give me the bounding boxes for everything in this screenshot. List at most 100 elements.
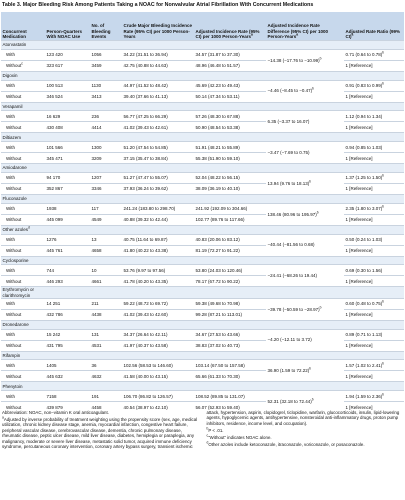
data-row: With 14 251 211 59.22 (48.72 to 69.72) 59.38…: [1, 297, 404, 321]
data-row: Without 445 632 4632 41.58 (40.00 to 43.15)…: [1, 370, 404, 382]
data-cell: 236: [90, 110, 122, 122]
rate-ratio: 0.69 (0.30 to 1.56): [344, 264, 404, 276]
empty-cell: [344, 193, 404, 204]
medication-name: Dronedarone: [1, 319, 45, 330]
data-cell: 99.28 (87.21 to 113.01): [194, 308, 266, 321]
data-cell: 50.90 (48.54 to 53.38): [194, 121, 266, 133]
medication-name-text: Rifampin: [2, 352, 21, 358]
data-cell: 4549: [90, 213, 122, 226]
empty-cell: [90, 70, 122, 81]
rate-difference: 52.31 (32.18 to 72.44)b: [266, 390, 344, 413]
empty-cell: [90, 350, 122, 360]
empty-cell: [122, 286, 194, 299]
data-cell: 55.38 (51.90 to 59.10): [194, 152, 266, 164]
rate-difference-text: 52.31 (32.18 to 72.44): [267, 399, 312, 405]
rate-ratio-text: 0.91 (0.83 to 0.99): [345, 82, 383, 88]
data-cell: 45.69 (42.23 to 49.43): [194, 79, 266, 92]
data-row: Without 432 786 4438 41.02 (39.43 to 42.60)…: [1, 308, 404, 321]
data-row: Without 352 867 3346 37.93 (36.24 to 39.62)…: [1, 182, 404, 195]
empty-cell: [266, 163, 344, 173]
data-row: Without 346 524 3413 39.40 (37.66 to 41.13)…: [1, 90, 404, 103]
data-cell: 4658: [90, 244, 122, 257]
empty-cell: [90, 40, 122, 50]
data-cell: 56.77 (47.25 to 66.29): [122, 110, 194, 122]
row-label-text: With: [6, 113, 15, 119]
empty-cell: [344, 286, 404, 299]
footnote-mark: a: [296, 32, 299, 37]
rate-difference-text: −4.46 (−8.45 to −0.47): [267, 88, 313, 94]
table: Concurrent Medication Person-Quarters Wit…: [1, 12, 404, 413]
column-header-text: Adjusted Incidence Rate Difference (95% …: [267, 23, 329, 39]
rate-difference-text: −40.44 (−81.56 to 0.68): [267, 242, 315, 248]
data-cell: 41.97 (40.37 to 43.58): [122, 339, 194, 352]
rate-difference-text: −3.47 (−7.69 to 0.75): [267, 150, 310, 156]
data-row: Without 446 293 4661 41.78 (40.20 to 43.35)…: [1, 275, 404, 287]
rate-ratio: 1 [Reference]: [344, 121, 404, 133]
data-cell: 94 170: [45, 171, 90, 184]
rate-ratio: 1 [Reference]: [344, 90, 404, 103]
empty-cell: [344, 381, 404, 391]
empty-cell: [266, 70, 344, 81]
empty-cell: [90, 163, 122, 173]
empty-cell: [194, 193, 266, 204]
data-cell: 38.09 (36.19 to 40.10): [194, 182, 266, 195]
footnote-mark: d: [206, 440, 209, 445]
data-cell: 1130: [90, 79, 122, 92]
medication-name: Cyclosporine: [1, 255, 45, 265]
data-cell: 65.66 (61.33 to 70.30): [194, 370, 266, 382]
data-cell: 51.20 (47.54 to 54.85): [122, 141, 194, 153]
medication-name: Digoxin: [1, 70, 45, 81]
data-row: With 94 170 1207 51.27 (47.47 to 55.07) 52.0…: [1, 171, 404, 195]
data-cell: 4414: [90, 121, 122, 133]
rate-ratio: 1 [Reference]: [344, 244, 404, 257]
rate-ratio-text: 1.94 (1.59 to 2.36): [345, 393, 383, 399]
rate-ratio-text: 2.35 (1.80 to 3.07): [345, 206, 383, 212]
data-cell: 48.96 (46.48 to 51.57): [194, 59, 266, 72]
empty-cell: [45, 319, 90, 330]
empty-cell: [45, 70, 90, 81]
rate-difference: −14.38 (−17.76 to −10.99)b: [266, 48, 344, 72]
data-cell: 241.24 (183.80 to 298.70): [122, 202, 194, 215]
group-row: Phenytoin: [1, 381, 404, 391]
data-cell: 4531: [90, 339, 122, 352]
medication-name: Verapamil: [1, 101, 45, 111]
row-label-text: With: [6, 331, 15, 337]
column-header-text: Crude Major Bleeding Incidence Rate (95%…: [123, 23, 193, 39]
empty-cell: [344, 255, 404, 265]
row-label: Without: [1, 308, 45, 321]
row-label: With: [1, 79, 45, 92]
data-cell: 102.56 (58.53 to 146.60): [122, 359, 194, 371]
rate-ratio-text: 1.57 (1.02 to 2.41): [345, 362, 383, 368]
data-cell: 106.70 (86.82 to 126.57): [122, 390, 194, 402]
empty-cell: [194, 40, 266, 50]
rate-ratio: 1.12 (0.94 to 1.34): [344, 110, 404, 122]
rate-ratio: 1 [Reference]: [344, 182, 404, 195]
data-cell: 41.78 (40.20 to 43.35): [122, 275, 194, 287]
data-cell: 323 617: [45, 59, 90, 72]
empty-cell: [194, 255, 266, 265]
abbreviation: Abbreviation: NOAC, non–vitamin K oral a…: [2, 410, 109, 415]
rate-ratio: 1.37 (1.25 to 1.50)b: [344, 171, 404, 184]
rate-ratio: 0.50 (0.24 to 1.03): [344, 233, 404, 246]
empty-cell: [194, 319, 266, 330]
rate-ratio-text: 0.50 (0.24 to 1.03): [345, 236, 383, 242]
column-header: Crude Major Bleeding Incidence Rate (95%…: [122, 12, 194, 41]
empty-cell: [90, 381, 122, 391]
empty-cell: [45, 381, 90, 391]
footnote-mark: b: [382, 50, 385, 55]
data-cell: 10: [90, 264, 122, 276]
footnote-mark: b: [319, 56, 322, 61]
empty-cell: [45, 40, 90, 50]
empty-cell: [266, 40, 344, 50]
rate-difference-text: 36.90 (1.59 to 72.22): [267, 368, 310, 374]
data-row: Without 431 795 4531 41.97 (40.37 to 43.58)…: [1, 339, 404, 352]
rate-ratio: 1 [Reference]: [344, 275, 404, 287]
row-label: With: [1, 202, 45, 215]
medication-name-text: Other azoles: [2, 227, 29, 233]
rate-difference: −4.46 (−8.45 to −0.47)b: [266, 79, 344, 103]
rate-ratio-text: 1.37 (1.25 to 1.50): [345, 175, 383, 181]
empty-cell: [266, 350, 344, 360]
footnote-mark: b: [309, 366, 312, 371]
data-cell: 445 632: [45, 370, 90, 382]
data-cell: 56.07 (52.93 to 59.40): [194, 401, 266, 413]
